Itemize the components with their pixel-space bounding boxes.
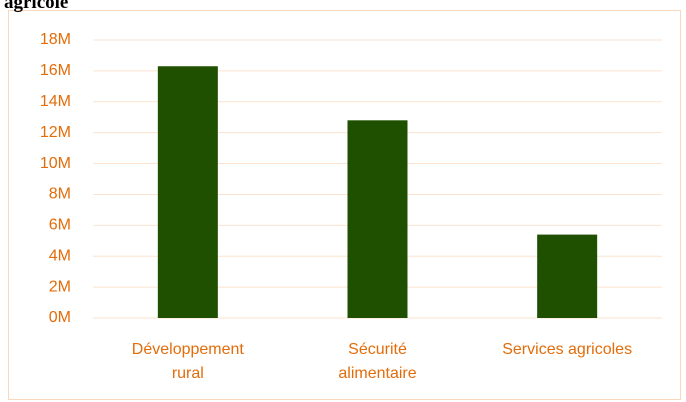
y-tick-label: 6M	[49, 217, 71, 234]
y-tick-label: 14M	[40, 93, 71, 110]
chart-title: agricole	[4, 0, 69, 13]
x-tick-label: Développement rural	[131, 341, 244, 382]
y-tick-label: 10M	[40, 155, 71, 172]
y-tick-label: 2M	[49, 278, 71, 295]
x-tick-label: Services agricoles	[502, 341, 633, 358]
y-tick-label: 8M	[49, 186, 71, 203]
bar	[347, 120, 408, 318]
y-tick-label: 0M	[49, 309, 71, 326]
bar	[537, 234, 598, 318]
y-tick-label: 16M	[40, 62, 71, 79]
y-tick-label: 12M	[40, 124, 71, 141]
chart-border	[8, 10, 681, 400]
y-tick-label: 18M	[40, 31, 71, 48]
bar	[157, 66, 218, 318]
y-tick-label: 4M	[49, 247, 71, 264]
x-tick-label: Sécurité alimentaire	[338, 341, 417, 382]
